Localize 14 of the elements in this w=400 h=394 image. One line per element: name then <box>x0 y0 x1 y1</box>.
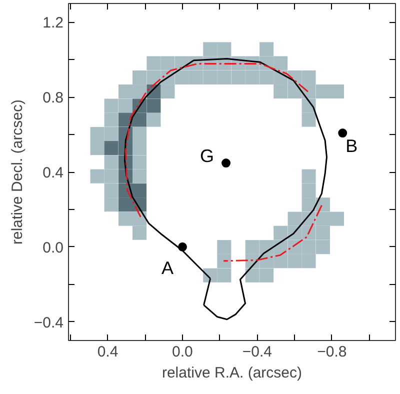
x-axis-title: relative R.A. (arcsec) <box>162 364 302 382</box>
x-tick-label: 0.0 <box>172 344 193 360</box>
y-tick-label: 0.0 <box>42 239 64 256</box>
x-tick-label: 0.4 <box>97 344 118 360</box>
annotation: B <box>346 136 358 156</box>
annotation: A <box>161 258 174 278</box>
y-tick-label: 0.8 <box>42 90 64 107</box>
y-tick-label: 0.4 <box>42 164 64 182</box>
annotation: G <box>200 146 214 166</box>
x-tick-label: −0.4 <box>242 344 272 360</box>
x-tick-label: −0.8 <box>317 344 347 360</box>
y-tick-label: −0.4 <box>34 314 64 332</box>
y-axis-title: relative Decl. (arcsec) <box>8 99 26 245</box>
y-tick-label: 1.2 <box>42 14 64 32</box>
